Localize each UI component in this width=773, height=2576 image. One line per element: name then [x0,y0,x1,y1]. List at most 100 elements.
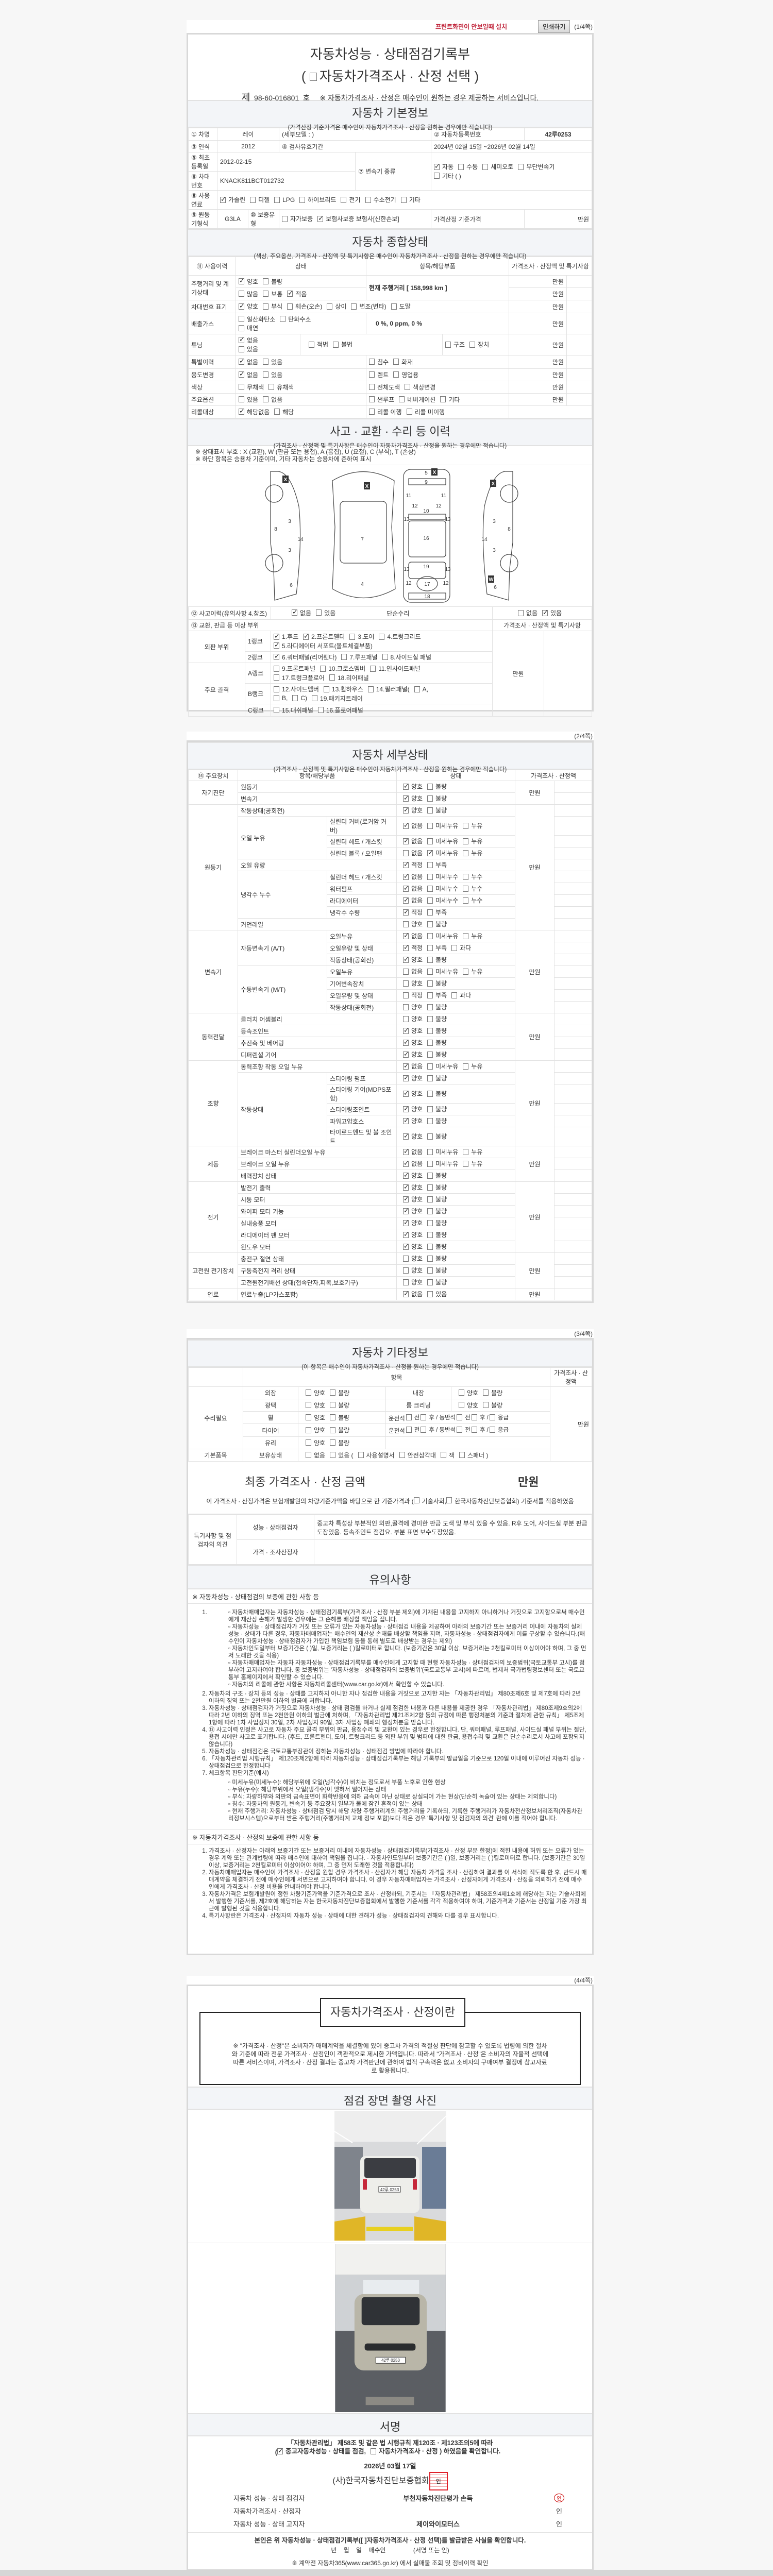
checkbox-option[interactable]: 양호 [306,1401,325,1410]
checkbox[interactable] [323,686,329,692]
checkbox[interactable] [427,783,433,790]
checkbox[interactable] [292,695,298,701]
checkbox[interactable] [471,1427,477,1433]
checkbox[interactable] [427,1004,433,1010]
checkbox[interactable] [427,1219,433,1226]
checkbox[interactable] [403,1195,409,1203]
checkbox[interactable] [306,1414,311,1421]
checkbox[interactable] [277,2447,283,2455]
checkbox-option[interactable]: 불량 [427,920,447,928]
checkbox[interactable] [239,357,245,365]
checkbox[interactable] [403,794,409,802]
checkbox-option[interactable]: 훼손(오손) [287,302,322,311]
checkbox[interactable] [239,346,244,352]
checkbox[interactable] [427,1196,433,1202]
checkbox-option[interactable]: 적정 [403,908,423,917]
checkbox[interactable] [403,1207,409,1215]
checkbox[interactable] [393,359,399,365]
checkbox-option[interactable]: 매연 [239,324,258,332]
checkbox[interactable] [427,1075,433,1081]
checkbox[interactable] [403,1062,409,1070]
checkbox[interactable] [403,1132,409,1140]
checkbox-option[interactable]: 없음 [403,931,423,940]
checkbox-option[interactable]: 기타 [440,395,460,404]
checkbox[interactable] [403,968,409,975]
checkbox-option[interactable]: 적정 [403,860,423,869]
checkbox-option[interactable]: 미세누수 [427,896,458,905]
price-survey-checkbox[interactable] [309,73,317,81]
checkbox[interactable] [403,931,409,940]
checkbox[interactable] [451,992,458,998]
checkbox[interactable] [469,341,476,348]
checkbox[interactable] [427,1184,433,1191]
checkbox[interactable] [403,872,409,880]
checkbox-option[interactable]: 탄화수소 [280,315,311,324]
checkbox-option[interactable]: 자가보증 [282,214,313,223]
checkbox[interactable] [483,1389,489,1396]
checkbox-option[interactable]: 10.크로스멤버 [320,664,365,673]
checkbox-option[interactable]: 불량 [427,1026,447,1035]
checkbox[interactable] [403,1279,409,1285]
checkbox[interactable] [427,1051,433,1058]
checkbox[interactable] [406,1414,412,1420]
checkbox-option[interactable]: 전 [406,1426,419,1434]
checkbox[interactable] [351,303,357,310]
checkbox[interactable] [306,1402,311,1409]
checkbox[interactable] [274,641,280,649]
checkbox[interactable] [421,1414,427,1420]
checkbox-option[interactable]: 불량 [427,1278,447,1286]
checkbox[interactable] [427,968,433,975]
checkbox-option[interactable]: 불량 [427,794,447,803]
checkbox-option[interactable]: 누유 [463,967,482,976]
checkbox-option[interactable]: 미세누유 [427,837,458,845]
checkbox[interactable] [483,1402,489,1409]
checkbox[interactable] [309,341,314,348]
checkbox[interactable] [403,1004,409,1010]
checkbox-option[interactable]: 불량 [330,1401,349,1410]
checkbox[interactable] [399,1452,405,1459]
checkbox-option[interactable]: 양호 [306,1413,325,1422]
checkbox[interactable] [391,303,397,310]
checkbox-option[interactable]: 안전삼각대 [399,1451,436,1460]
checkbox[interactable] [542,608,548,617]
checkbox-option[interactable]: 도말 [391,302,411,311]
checkbox[interactable] [427,992,433,998]
checkbox[interactable] [403,980,409,987]
checkbox-option[interactable]: 부족 [427,991,447,999]
checkbox-option[interactable]: 있음 [239,345,258,353]
checkbox-option[interactable]: 양호 [403,1266,423,1275]
checkbox[interactable] [317,214,324,223]
checkbox[interactable] [413,1497,419,1503]
checkbox-option[interactable]: 불량 [427,1230,447,1239]
checkbox[interactable] [220,195,226,204]
checkbox[interactable] [427,1231,433,1238]
checkbox[interactable] [263,291,269,297]
checkbox-option[interactable]: 미세누유 [427,1062,458,1071]
checkbox-option[interactable]: 9.프론트패널 [274,664,315,673]
checkbox[interactable] [239,384,244,391]
checkbox[interactable] [316,609,322,616]
checkbox-option[interactable]: 양호 [403,1195,423,1204]
checkbox-option[interactable]: 화재 [393,358,413,366]
checkbox-option[interactable]: 부식 [263,302,282,311]
checkbox-option[interactable]: 있음 [263,358,282,366]
checkbox[interactable] [440,1452,446,1459]
checkbox[interactable] [427,933,433,939]
checkbox[interactable] [369,396,375,403]
checkbox[interactable] [403,1015,409,1022]
checkbox[interactable] [274,196,280,203]
checkbox[interactable] [463,1148,469,1155]
checkbox[interactable] [403,1242,409,1250]
checkbox[interactable] [403,908,409,916]
checkbox[interactable] [263,278,269,285]
checkbox[interactable] [370,665,376,672]
checkbox[interactable] [399,396,405,403]
car365-link[interactable]: ※ 계약전 자동차365(www.car365.go.kr) 에서 실매물 조회… [292,2560,489,2567]
checkbox[interactable] [268,384,275,391]
checkbox-option[interactable]: 양호 [306,1426,325,1434]
print-button[interactable]: 인쇄하기 [538,20,570,33]
checkbox-option[interactable]: 양호 [403,955,423,964]
checkbox-option[interactable]: 장치 [469,340,489,349]
checkbox[interactable] [427,1015,433,1022]
checkbox-option[interactable]: 불량 [483,1401,502,1410]
